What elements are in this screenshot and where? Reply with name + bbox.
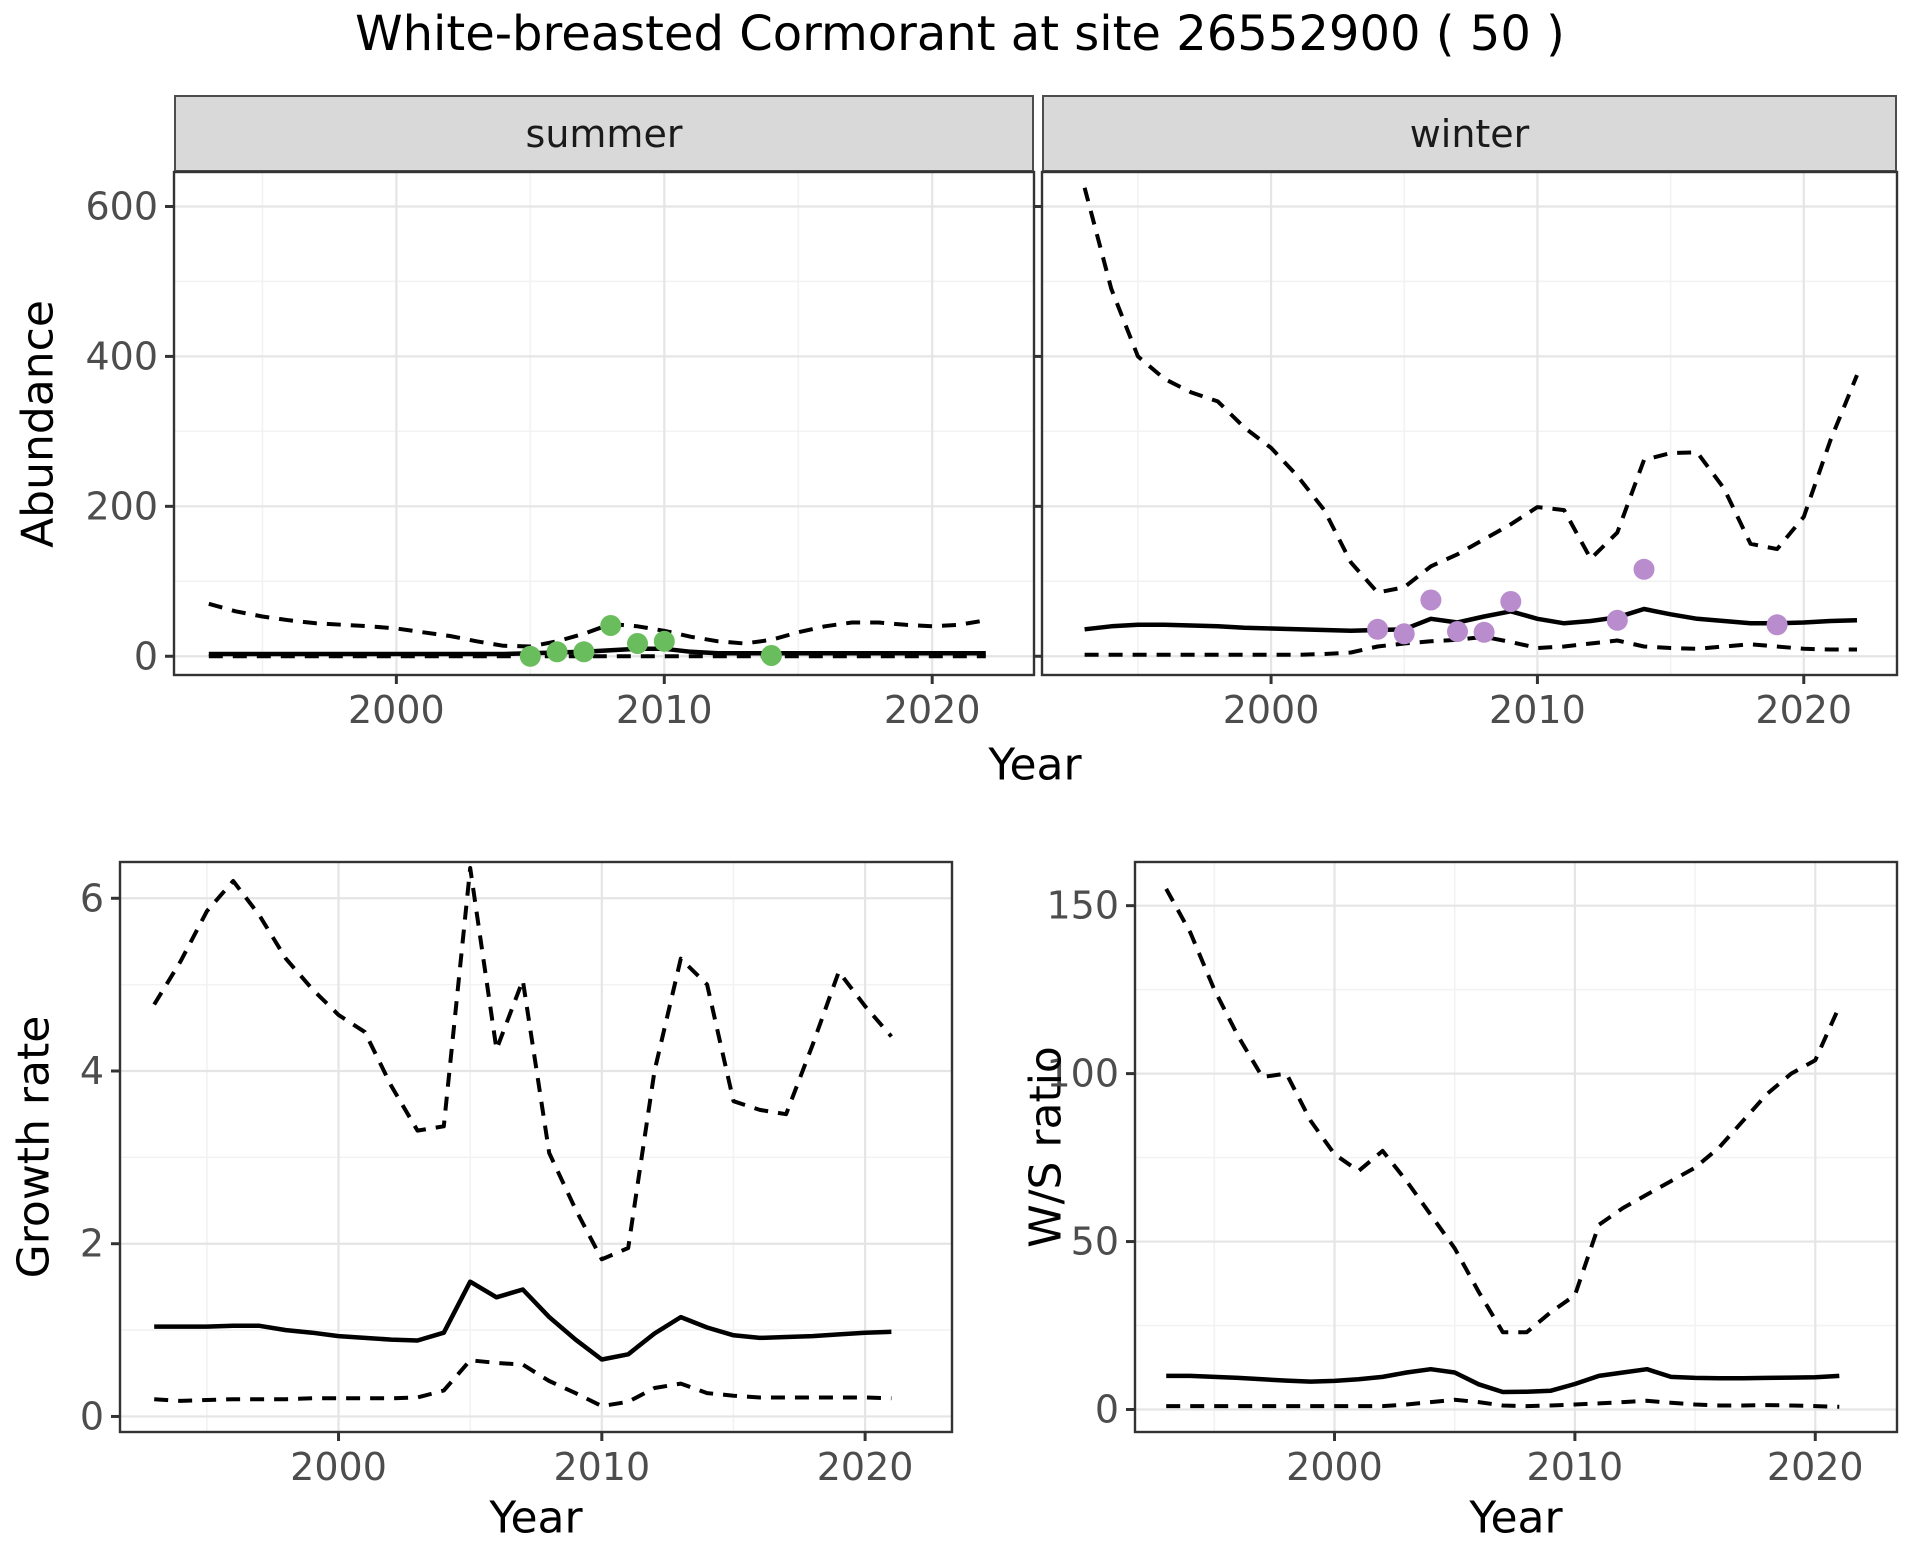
x-tick-label: 2020: [1755, 688, 1852, 732]
winter-panel-bg: [1042, 172, 1897, 675]
winter-panel-observation-point: [1393, 623, 1415, 645]
summer-panel-border: [172, 170, 1036, 677]
growth-rate-panel-border: [118, 860, 954, 1434]
winter-panel-observation-point: [1766, 614, 1788, 636]
x-axis-title-year-growth: Year: [489, 1492, 583, 1544]
y-tick-label: 0: [80, 1394, 104, 1438]
winter-panel-observation-point: [1420, 589, 1442, 611]
x-tick-label: 2010: [1527, 1445, 1624, 1489]
y-tick-label: 400: [85, 334, 158, 378]
y-axis-title-ws-ratio: W/S ratio: [1020, 1046, 1072, 1248]
summer-panel-median-line: [208, 646, 986, 657]
x-tick-label: 2000: [1223, 688, 1320, 732]
winter-panel-observation-point: [1606, 609, 1628, 631]
y-tick-label: 50: [1071, 1220, 1119, 1264]
y-tick-label: 150: [1046, 884, 1119, 928]
x-tick-label: 2000: [290, 1445, 387, 1489]
summer-panel-observation-point: [519, 645, 541, 667]
summer-panel-observation-point: [600, 615, 622, 636]
y-tick-label: 6: [80, 876, 104, 920]
winter-panel-border: [1040, 170, 1899, 677]
winter-panel-median-line: [1084, 606, 1858, 634]
ws-ratio-panel-lower_ci-line: [1166, 1397, 1840, 1409]
x-tick-label: 2000: [348, 688, 445, 732]
y-tick-label: 200: [85, 484, 158, 528]
x-tick-label: 2010: [616, 688, 713, 732]
x-tick-label: 2020: [884, 688, 981, 732]
x-tick-label: 2020: [817, 1445, 914, 1489]
x-axis-title-year-top: Year: [988, 739, 1082, 791]
ws-ratio-panel-bg: [1135, 862, 1897, 1432]
summer-panel-bg: [174, 172, 1034, 675]
winter-panel-upper_ci-line: [1082, 187, 1859, 595]
y-tick-label: 100: [1046, 1052, 1119, 1096]
growth-rate-panel-upper_ci-line: [152, 866, 893, 1262]
growth-rate-panel-median-line: [154, 1279, 892, 1362]
facet-strip-summer-label: summer: [525, 111, 683, 156]
y-tick-label: 0: [134, 634, 158, 678]
winter-panel-observation-point: [1473, 621, 1495, 643]
summer-panel-upper_ci-line: [208, 601, 987, 649]
winter-panel-observation-point: [1633, 558, 1655, 580]
facet-strip-summer: summer: [174, 95, 1034, 172]
winter-panel-observation-point: [1367, 618, 1389, 640]
summer-panel: 2000 2010 2020 0 200 400 600: [85, 170, 1036, 732]
ws-ratio-panel-border: [1133, 860, 1899, 1434]
x-tick-label: 2020: [1767, 1445, 1864, 1489]
ws-ratio-panel: 2000 2010 2020 0 50 100 150: [1046, 860, 1899, 1489]
y-tick-label: 2: [80, 1222, 104, 1266]
ws-ratio-panel-upper_ci-line: [1164, 887, 1842, 1335]
y-tick-label: 0: [1095, 1387, 1119, 1431]
growth-rate-panel-lower_ci-line: [154, 1358, 892, 1409]
chart-title: White-breasted Cormorant at site 2655290…: [355, 6, 1565, 62]
winter-panel-observation-point: [1447, 621, 1468, 642]
x-tick-label: 2010: [553, 1445, 650, 1489]
x-tick-label: 2010: [1489, 688, 1586, 732]
x-axis-title-year-ws: Year: [1469, 1492, 1563, 1544]
y-tick-label: 600: [85, 184, 158, 228]
summer-panel-observation-point: [653, 630, 675, 652]
x-tick-label: 2000: [1286, 1445, 1383, 1489]
winter-panel-observation-point: [1500, 591, 1522, 612]
facet-strip-winter-label: winter: [1409, 111, 1530, 156]
winter-panel: 2000 2010 2020: [1033, 170, 1899, 732]
summer-panel-observation-point: [760, 645, 782, 666]
y-axis-title-growth-rate: Growth rate: [8, 1015, 60, 1279]
y-tick-label: 4: [80, 1049, 104, 1093]
winter-panel-lower_ci-line: [1084, 634, 1857, 657]
facet-strip-winter: winter: [1042, 95, 1897, 172]
growth-rate-panel-bg: [120, 862, 952, 1432]
y-axis-title-abundance: Abundance: [12, 300, 64, 548]
summer-panel-observation-point: [573, 641, 595, 663]
ws-ratio-panel-median-line: [1166, 1366, 1840, 1395]
summer-panel-observation-point: [546, 641, 568, 663]
summer-panel-observation-point: [627, 633, 648, 654]
growth-rate-panel: 2000 2010 2020 0 2 4 6: [80, 860, 954, 1489]
